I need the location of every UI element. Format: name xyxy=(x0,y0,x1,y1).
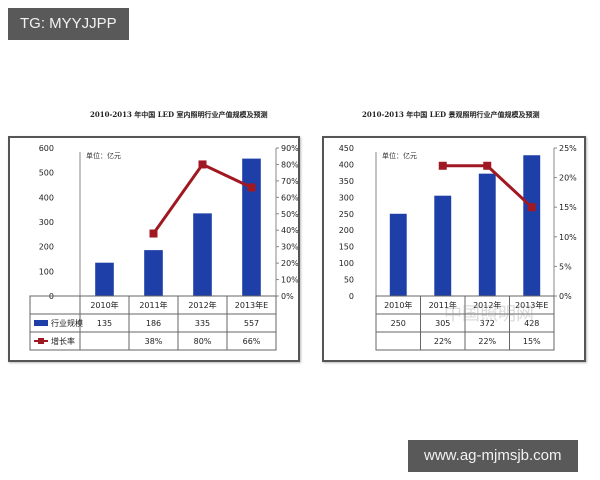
category-label: 2011年 xyxy=(429,300,457,310)
bar-value: 372 xyxy=(480,319,495,328)
right-axis-tick: 20% xyxy=(281,259,298,268)
growth-marker xyxy=(527,203,536,212)
left-axis-tick: 300 xyxy=(339,193,354,202)
bar-value: 186 xyxy=(146,319,161,328)
chart-landscape-plot: 0 50 100 150 200 250 300 350 400 450 0% 5% 10% 15% 20%… xyxy=(339,144,577,351)
bar xyxy=(478,173,496,296)
right-axis-tick: 90% xyxy=(281,144,298,153)
right-axis-tick: 70% xyxy=(281,177,298,186)
left-axis-tick: 600 xyxy=(39,144,54,153)
bar xyxy=(242,158,261,296)
category-label: 2010年 xyxy=(384,300,412,310)
growth-marker xyxy=(198,160,207,169)
growth-marker xyxy=(438,161,447,170)
left-axis-tick: 300 xyxy=(39,218,54,227)
left-axis-tick: 250 xyxy=(339,210,354,219)
bar-value: 305 xyxy=(435,319,450,328)
left-axis-tick: 100 xyxy=(39,267,54,276)
unit-label: 单位：亿元 xyxy=(86,151,121,160)
left-axis-tick: 500 xyxy=(39,169,54,178)
chart-title-indoor: 2010-2013 年中国 LED 室内照明行业产值规模及预测 xyxy=(90,110,268,119)
bar-value: 428 xyxy=(524,319,539,328)
bar-value: 335 xyxy=(195,319,210,328)
bar xyxy=(144,250,163,296)
growth-value: 66% xyxy=(243,337,261,346)
category-label: 2013年E xyxy=(515,300,548,310)
left-axis-tick: 100 xyxy=(339,259,354,268)
bar-value: 135 xyxy=(97,319,112,328)
growth-marker xyxy=(483,161,492,170)
right-axis-tick: 40% xyxy=(281,226,298,235)
legend-line: 增长率 xyxy=(51,336,75,346)
left-axis-tick: 150 xyxy=(339,243,354,252)
left-axis-tick: 50 xyxy=(344,276,354,285)
right-axis-tick: 10% xyxy=(281,276,298,285)
bar xyxy=(95,262,114,296)
left-axis-tick: 0 xyxy=(349,292,354,301)
watermark-tag: TG: MYYJJPP xyxy=(8,8,129,40)
right-axis-tick: 60% xyxy=(281,193,298,202)
right-axis-tick: 25% xyxy=(559,144,577,153)
chart-landscape: 0 50 100 150 200 250 300 350 400 450 0% 5% 10% 15% 20%… xyxy=(322,136,586,362)
right-axis-tick: 80% xyxy=(281,160,298,169)
left-axis-tick: 350 xyxy=(339,177,354,186)
left-axis-tick: 200 xyxy=(339,226,354,235)
legend-bar: 行业规模 xyxy=(51,318,83,328)
category-label: 2013年E xyxy=(235,300,268,310)
watermark-url: www.ag-mjmsjb.com xyxy=(408,440,578,472)
watermark-overlay: 中国照明网 xyxy=(444,304,534,325)
growth-marker xyxy=(247,183,256,192)
chart-indoor-plot: 01002003004005006000%10%20%30%40%50%60%7… xyxy=(29,144,299,351)
category-label: 2011年 xyxy=(139,300,167,310)
bar xyxy=(389,213,407,296)
bar xyxy=(434,195,452,296)
right-axis-tick: 20% xyxy=(559,174,577,183)
growth-value: 22% xyxy=(478,337,496,346)
bar-value: 250 xyxy=(391,319,406,328)
left-axis-tick: 400 xyxy=(339,160,354,169)
category-label: 2012年 xyxy=(473,300,501,310)
category-label: 2010年 xyxy=(90,300,118,310)
growth-value: 80% xyxy=(194,337,212,346)
right-axis-tick: 0% xyxy=(281,292,294,301)
bar xyxy=(523,155,541,296)
left-axis-tick: 400 xyxy=(39,193,54,202)
left-axis-tick: 200 xyxy=(39,243,54,252)
right-axis-tick: 15% xyxy=(559,203,577,212)
unit-label: 单位：亿元 xyxy=(382,151,417,160)
right-axis-tick: 10% xyxy=(559,233,577,242)
growth-value: 15% xyxy=(523,337,541,346)
growth-value: 38% xyxy=(145,337,163,346)
bar xyxy=(193,213,212,296)
left-axis-tick: 450 xyxy=(339,144,354,153)
chart-indoor: 0 100 200 300 400 500 600 0% 10% 20% 30% 40% 50% 60% 7… xyxy=(8,136,300,362)
right-axis-tick: 5% xyxy=(559,262,572,271)
right-axis-tick: 30% xyxy=(281,243,298,252)
right-axis-tick: 0% xyxy=(559,292,572,301)
right-axis-tick: 50% xyxy=(281,210,298,219)
growth-value: 22% xyxy=(434,337,452,346)
category-label: 2012年 xyxy=(188,300,216,310)
bar-value: 557 xyxy=(244,319,259,328)
growth-marker xyxy=(149,229,158,238)
chart-title-landscape: 2010-2013 年中国 LED 景观照明行业产值规模及预测 xyxy=(362,110,540,119)
